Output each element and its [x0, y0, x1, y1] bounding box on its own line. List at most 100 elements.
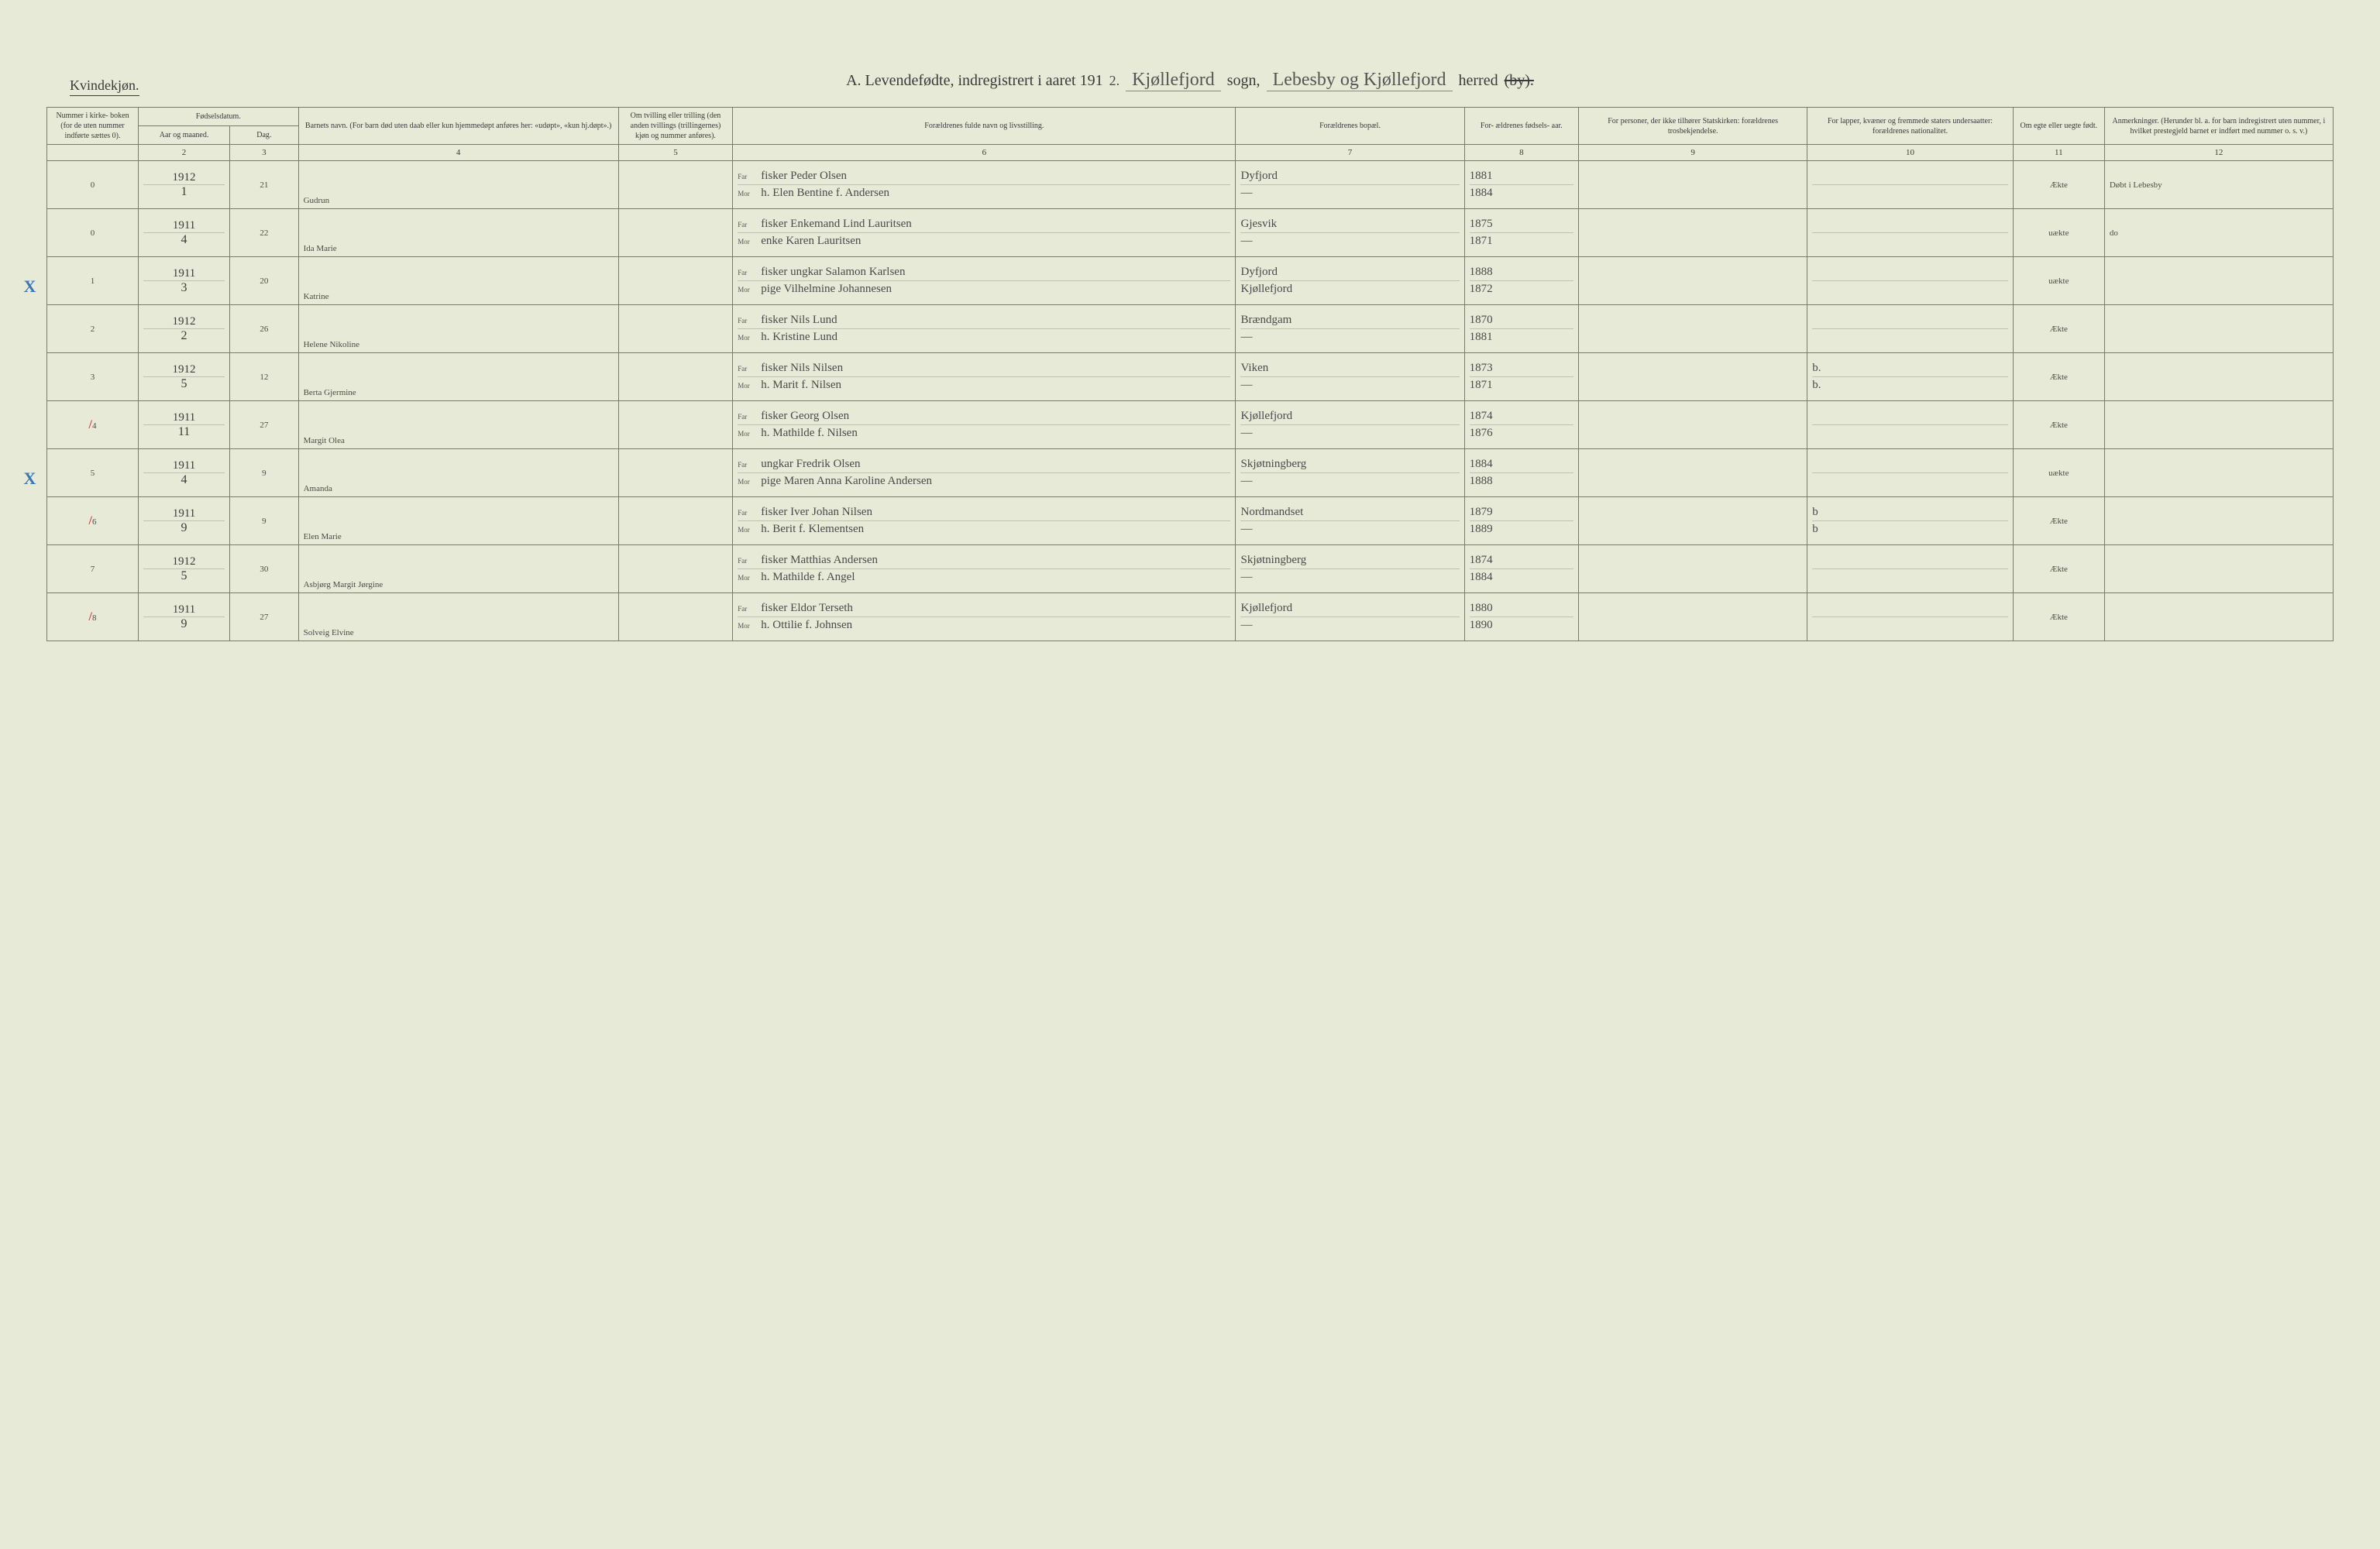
row-number: /6 [47, 497, 139, 545]
father-name: fisker Nils Nilsen [761, 362, 843, 375]
birth-month: 9 [143, 617, 225, 631]
faith-cell [1579, 305, 1807, 353]
child-name: Helene Nikoline [298, 305, 618, 353]
residence-mor: — [1240, 427, 1252, 440]
mother-name: h. Berit f. Klementsen [761, 523, 864, 536]
parents-cell: Farfisker ungkar Salamon Karlsen Morpige… [733, 257, 1236, 305]
nat-far: b [1812, 506, 1818, 519]
margin-mark: / [89, 610, 92, 623]
birth-year-month: 1911 4 [139, 449, 230, 497]
remarks [2104, 449, 2333, 497]
row-number: 0 [47, 161, 139, 209]
table-row: 7 1912 5 30 Asbjørg Margit Jørgine Farfi… [47, 545, 2334, 593]
twin-cell [618, 257, 733, 305]
mother-birthyear: 1884 [1470, 187, 1493, 200]
child-name: Berta Gjermine [298, 353, 618, 401]
birth-day: 20 [230, 257, 299, 305]
nationality-cell [1807, 545, 2014, 593]
faith-cell [1579, 449, 1807, 497]
parents-cell: Farfisker Nils Lund Morh. Kristine Lund [733, 305, 1236, 353]
mor-label: Mor [738, 190, 755, 197]
father-birthyear: 1881 [1470, 170, 1493, 183]
twin-cell [618, 401, 733, 449]
table-row: 0 1912 1 21 Gudrun Farfisker Peder Olsen… [47, 161, 2334, 209]
col-header-12: Anmerkninger. (Herunder bl. a. for barn … [2104, 108, 2333, 145]
row-number: /8 [47, 593, 139, 641]
legitimacy: Ækte [2013, 161, 2104, 209]
column-number-row: 2 3 4 5 6 7 8 9 10 11 12 [47, 145, 2334, 161]
col-header-7: Forældrenes bopæl. [1236, 108, 1464, 145]
col-header-3: Dag. [230, 126, 299, 145]
colnum: 6 [733, 145, 1236, 161]
birth-day: 9 [230, 497, 299, 545]
table-row: X5 1911 4 9 Amanda Farungkar Fredrik Ols… [47, 449, 2334, 497]
col-header-1: Nummer i kirke- boken (for de uten numme… [47, 108, 139, 145]
residence-mor: — [1240, 187, 1252, 200]
residence-cell: Brændgam — [1236, 305, 1464, 353]
far-label: Far [738, 269, 755, 276]
mor-label: Mor [738, 382, 755, 390]
mother-name: h. Mathilde f. Angel [761, 571, 855, 584]
herred-label: herred [1459, 72, 1498, 90]
birth-year: 1911 [143, 411, 225, 425]
birth-day: 27 [230, 401, 299, 449]
mother-birthyear: 1889 [1470, 523, 1493, 536]
birth-month: 5 [143, 569, 225, 583]
table-row: 2 1912 2 26 Helene Nikoline Farfisker Ni… [47, 305, 2334, 353]
parent-birthyear-cell: 1888 1872 [1464, 257, 1579, 305]
birth-year-month: 1912 2 [139, 305, 230, 353]
residence-cell: Skjøtningberg — [1236, 545, 1464, 593]
mother-name: h. Ottilie f. Johnsen [761, 619, 852, 632]
parents-cell: Farfisker Matthias Andersen Morh. Mathil… [733, 545, 1236, 593]
far-label: Far [738, 317, 755, 325]
col-header-2-group: Fødselsdatum. [139, 108, 299, 126]
register-page: Kvindekjøn. A. Levendefødte, indregistre… [46, 70, 2334, 641]
residence-cell: Viken — [1236, 353, 1464, 401]
parent-birthyear-cell: 1884 1888 [1464, 449, 1579, 497]
colnum: 7 [1236, 145, 1464, 161]
col-header-4: Barnets navn. (For barn død uten daab el… [298, 108, 618, 145]
residence-mor: — [1240, 571, 1252, 584]
legitimacy: Ækte [2013, 401, 2104, 449]
remarks [2104, 497, 2333, 545]
col-header-2: Aar og maaned. [139, 126, 230, 145]
child-name: Margit Olea [298, 401, 618, 449]
parents-cell: Farfisker Eldor Terseth Morh. Ottilie f.… [733, 593, 1236, 641]
father-birthyear: 1873 [1470, 362, 1493, 375]
child-name: Katrine [298, 257, 618, 305]
mother-birthyear: 1888 [1470, 475, 1493, 488]
row-number: /4 [47, 401, 139, 449]
row-number: 0 [47, 209, 139, 257]
child-name: Gudrun [298, 161, 618, 209]
mother-birthyear: 1876 [1470, 427, 1493, 440]
birth-day: 21 [230, 161, 299, 209]
mother-birthyear: 1871 [1470, 235, 1493, 248]
nat-mor: b [1812, 523, 1818, 536]
colnum: 4 [298, 145, 618, 161]
row-number: 2 [47, 305, 139, 353]
residence-mor: — [1240, 475, 1252, 488]
far-label: Far [738, 461, 755, 469]
legitimacy: uækte [2013, 449, 2104, 497]
mother-birthyear: 1890 [1470, 619, 1493, 632]
birth-year: 1912 [143, 555, 225, 569]
father-birthyear: 1880 [1470, 602, 1493, 615]
title-prefix: A. Levendefødte, indregistrert i aaret 1… [846, 72, 1103, 90]
nat-mor: b. [1812, 379, 1821, 392]
nationality-cell [1807, 161, 2014, 209]
margin-mark: / [89, 418, 92, 431]
birth-year-month: 1911 4 [139, 209, 230, 257]
parent-birthyear-cell: 1879 1889 [1464, 497, 1579, 545]
colnum: 11 [2013, 145, 2104, 161]
row-number: X5 [47, 449, 139, 497]
mor-label: Mor [738, 622, 755, 630]
father-name: fisker Matthias Andersen [761, 554, 878, 567]
faith-cell [1579, 257, 1807, 305]
child-name: Solveig Elvine [298, 593, 618, 641]
nat-far: b. [1812, 362, 1821, 375]
sogn-label: sogn, [1227, 72, 1261, 90]
table-row: /8 1911 9 27 Solveig Elvine Farfisker El… [47, 593, 2334, 641]
residence-far: Kjøllefjord [1240, 602, 1292, 615]
colnum: 5 [618, 145, 733, 161]
margin-mark: X [24, 276, 36, 297]
